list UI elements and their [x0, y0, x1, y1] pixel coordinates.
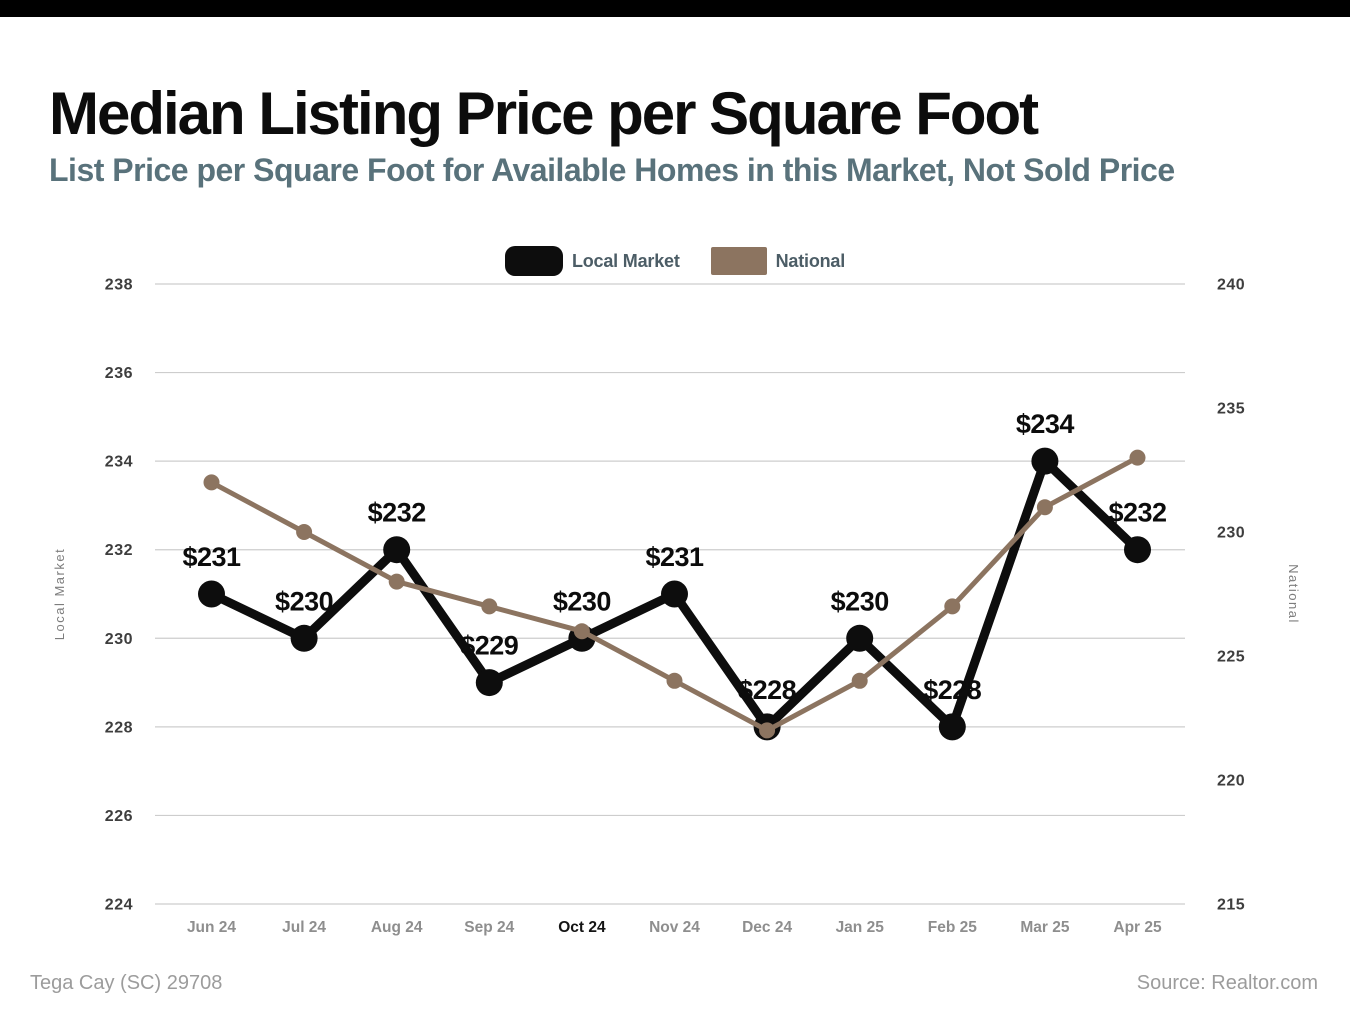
national-point — [573, 623, 590, 640]
national-point — [203, 474, 220, 491]
local-market-point — [938, 713, 966, 741]
left-axis-tick: 228 — [105, 719, 133, 736]
left-axis-tick: 230 — [105, 631, 133, 648]
data-label: $231 — [182, 542, 241, 572]
data-label: $229 — [460, 631, 519, 661]
x-axis-label: Dec 24 — [742, 919, 792, 936]
data-label: $228 — [923, 675, 982, 705]
local-market-point — [846, 624, 874, 652]
local-market-point — [1124, 536, 1151, 564]
x-axis-label: Sep 24 — [464, 919, 514, 936]
legend-label-national: National — [775, 250, 846, 271]
left-axis-tick: 234 — [105, 454, 133, 471]
page-title: Median Listing Price per Square Foot — [49, 80, 1039, 148]
data-label: $230 — [831, 586, 889, 616]
local-market-point — [661, 580, 688, 608]
x-axis-label: Feb 25 — [928, 919, 977, 936]
data-label: $232 — [368, 498, 426, 528]
legend-label-local-market: Local Market — [571, 250, 680, 271]
x-axis-label: Aug 24 — [371, 919, 423, 936]
left-axis-title: Local Market — [52, 548, 67, 640]
legend: Local Market National — [0, 246, 1350, 276]
local-market-point — [475, 669, 503, 697]
right-axis-title: National — [1286, 564, 1301, 624]
data-label: $232 — [1108, 498, 1166, 528]
right-axis-tick: 230 — [1217, 525, 1245, 542]
x-axis-label: Jul 24 — [282, 919, 326, 936]
legend-swatch-national — [710, 247, 767, 275]
right-axis-tick: 240 — [1217, 277, 1245, 294]
left-axis-tick: 226 — [105, 808, 133, 825]
x-axis-label: Nov 24 — [649, 919, 700, 936]
data-label: $228 — [738, 675, 797, 705]
right-axis-tick: 235 — [1217, 401, 1245, 418]
national-point — [944, 598, 961, 615]
x-axis-label: Apr 25 — [1113, 919, 1162, 936]
top-bar — [0, 0, 1350, 17]
left-axis-tick: 224 — [105, 897, 133, 914]
national-point — [296, 524, 313, 540]
national-point — [481, 598, 498, 615]
national-point — [759, 722, 776, 739]
page-subtitle: List Price per Square Foot for Available… — [49, 151, 1175, 188]
data-label: $231 — [645, 542, 704, 572]
local-market-point — [198, 580, 225, 608]
x-axis-label: Jan 25 — [836, 919, 885, 936]
legend-swatch-local-market — [504, 246, 563, 276]
right-axis-tick: 215 — [1217, 897, 1245, 914]
left-axis-tick: 232 — [105, 542, 133, 559]
left-axis-tick: 236 — [105, 365, 133, 382]
left-axis-tick: 238 — [105, 277, 133, 294]
x-axis-label: Mar 25 — [1020, 919, 1069, 936]
data-label: $230 — [553, 586, 611, 616]
national-point — [1036, 499, 1053, 516]
local-market-point — [383, 536, 411, 564]
x-axis-label: Jun 24 — [187, 919, 236, 936]
national-point — [851, 672, 868, 689]
right-axis-tick: 220 — [1217, 773, 1245, 790]
national-point — [388, 573, 405, 590]
x-axis-label: Oct 24 — [558, 919, 606, 936]
local-market-point — [1031, 447, 1059, 475]
data-label: $230 — [275, 586, 333, 616]
national-point — [666, 672, 683, 689]
data-label: $234 — [1016, 409, 1075, 439]
footer-source: Source: Realtor.com — [1136, 972, 1318, 994]
national-point — [1129, 449, 1146, 466]
right-axis-tick: 225 — [1217, 649, 1245, 666]
footer-location: Tega Cay (SC) 29708 — [30, 972, 223, 994]
local-market-point — [290, 624, 318, 652]
